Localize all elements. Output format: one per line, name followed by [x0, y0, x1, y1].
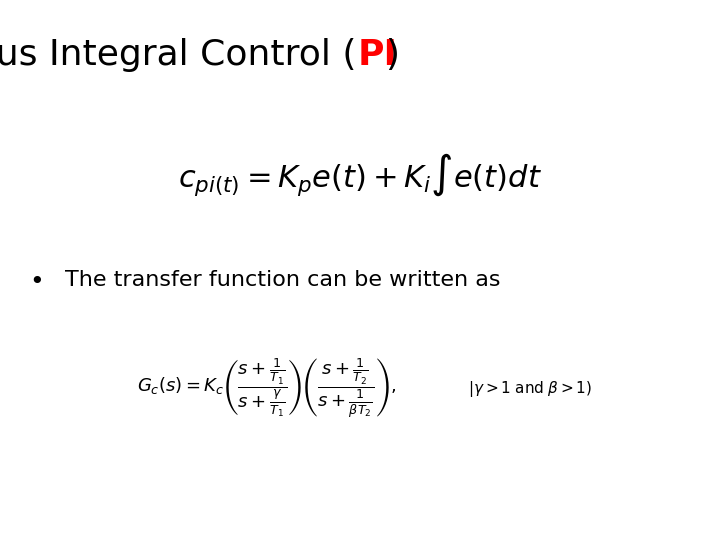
Text: ): )	[385, 38, 399, 72]
Text: $G_c(s) = K_c\left(\dfrac{s+\frac{1}{T_1}}{s+\frac{\gamma}{T_1}}\right)\left(\df: $G_c(s) = K_c\left(\dfrac{s+\frac{1}{T_1…	[137, 357, 396, 421]
Text: Proportional Plus Integral Control (: Proportional Plus Integral Control (	[0, 38, 356, 72]
Text: The transfer function can be written as: The transfer function can be written as	[65, 270, 500, 290]
Text: $|\gamma > 1 \; \mathrm{and} \; \beta > 1)$: $|\gamma > 1 \; \mathrm{and} \; \beta > …	[468, 379, 593, 399]
Text: •: •	[29, 270, 43, 294]
Text: PI: PI	[358, 38, 398, 72]
Text: $c_{pi(t)} = K_p e(t) + K_i \int e(t)dt$: $c_{pi(t)} = K_p e(t) + K_i \int e(t)dt$	[178, 151, 542, 198]
